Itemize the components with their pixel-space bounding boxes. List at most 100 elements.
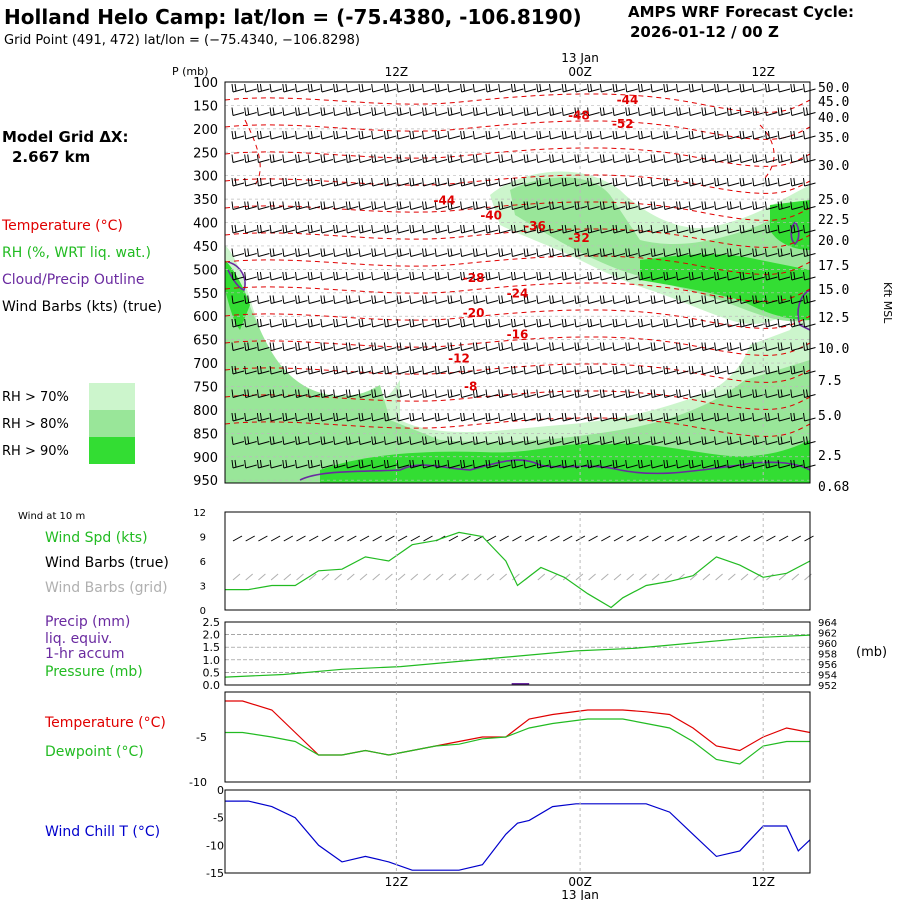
wind-barb-flag	[361, 271, 364, 280]
wind-barb-shaft	[639, 417, 651, 422]
wind-barb	[599, 83, 613, 93]
wind-barb-flag	[272, 201, 275, 209]
wind-barb-flag	[803, 436, 805, 445]
wind-barb	[574, 365, 588, 375]
wind-barb-flag	[615, 365, 618, 374]
wind-barb-flag	[523, 389, 526, 398]
wind-barb-flag	[536, 389, 539, 398]
wind-barb-flag	[333, 248, 336, 257]
wind-chill-label-text: Wind Chill T (°C)	[45, 824, 160, 840]
wind-barb-flag	[806, 248, 808, 256]
wind-barb-flag	[282, 295, 285, 304]
wind-barb-flag	[422, 107, 424, 116]
wind-barb	[434, 318, 448, 328]
wind-barb-flag	[333, 436, 336, 445]
precip-pressure-panel: Precip (mm)liq. equiv.1-hr accumPressure…	[45, 614, 887, 692]
wind-barb-flag	[460, 389, 463, 398]
wind-barb	[625, 177, 638, 187]
wind-barb	[561, 248, 575, 257]
wind-barb-shaft	[397, 135, 410, 140]
wind-barb	[536, 154, 549, 163]
wind-barb-shaft	[651, 135, 664, 140]
wind-barb-shaft	[601, 159, 613, 163]
wind-barb-flag	[295, 295, 297, 304]
wind-barb-shaft	[613, 276, 626, 281]
wind-barb	[726, 201, 740, 210]
wind-barb-flag	[374, 248, 377, 256]
wind-barb-shaft	[321, 441, 334, 445]
wind-barb-shaft	[601, 300, 613, 304]
wind-barb-flag	[244, 154, 247, 163]
wind-barb-shaft	[601, 182, 613, 187]
wind-barb-flag	[320, 271, 323, 281]
precip-tick-label: 2.5	[203, 616, 221, 629]
wind-barb	[396, 459, 410, 469]
wind-barb-shaft	[448, 206, 461, 210]
wind-barb-flag	[374, 436, 377, 444]
wind-barb-shaft	[334, 253, 346, 257]
wind-barb-flag	[803, 154, 805, 163]
wind-barb-flag	[320, 177, 323, 187]
wind-barb-flag	[790, 248, 793, 257]
wind-barb-flag	[767, 459, 770, 468]
wind-barb-flag	[599, 365, 602, 375]
wind-barb-flag	[460, 83, 463, 93]
wind-barb	[676, 389, 689, 398]
wind-barb	[523, 295, 537, 304]
grid-wind-barb	[258, 573, 266, 581]
wind-barb-flag	[714, 177, 717, 187]
wind-barb-shaft	[626, 276, 638, 281]
wind-barb-flag	[269, 459, 272, 469]
wind-barb-flag	[637, 271, 640, 281]
wind-barb-shaft	[232, 159, 245, 163]
wind-barb	[256, 177, 270, 187]
wind-barb	[663, 342, 676, 351]
wind-barb-shaft	[601, 464, 613, 469]
wind-barb-shaft	[524, 206, 537, 210]
wind-barb-shaft	[550, 417, 562, 422]
wind-barb-flag	[295, 342, 297, 351]
wind-barb	[269, 107, 283, 116]
wind-barb-flag	[691, 318, 694, 327]
wind-barb-shaft	[702, 394, 715, 398]
wind-barb-shaft	[702, 347, 715, 351]
wind-barb-flag	[409, 107, 412, 116]
wind-barb	[599, 318, 613, 328]
wind-barb-flag	[234, 83, 237, 92]
surface-wind-barb	[423, 535, 433, 542]
grid-wind-barb	[575, 573, 584, 581]
wind-barb-flag	[345, 130, 348, 140]
wind-barb-flag	[577, 107, 580, 115]
wind-barb-shaft	[563, 370, 575, 375]
wind-barb-flag	[549, 412, 551, 422]
temperature-label: -52	[612, 117, 634, 131]
wind-barb-shaft	[359, 417, 372, 422]
wind-barb-flag	[399, 295, 402, 303]
wind-barb-flag	[637, 459, 640, 469]
wind-barb-flag	[764, 201, 767, 210]
wind-barb	[612, 83, 626, 93]
wind-barb-flag	[637, 342, 640, 351]
wind-barb	[701, 271, 715, 281]
wind-barb-flag	[714, 154, 717, 163]
wind-barb-flag	[412, 271, 415, 280]
wind-barb	[663, 318, 676, 328]
wind-barb-shaft	[397, 417, 410, 422]
wind-barb-flag	[561, 154, 564, 163]
wind-barb-flag	[256, 248, 259, 257]
wind-barb-flag	[460, 177, 463, 187]
wind-barb-flag	[513, 83, 516, 92]
surface-wind-barb	[232, 535, 243, 542]
wind-barb-flag	[777, 342, 780, 351]
wind-barb	[345, 389, 359, 398]
wind-barb	[320, 365, 334, 375]
wind-barb-shaft	[512, 417, 524, 422]
wind-barb	[726, 271, 740, 281]
wind-barb-flag	[386, 224, 389, 233]
wind-barb	[739, 342, 753, 351]
wind-barb-flag	[383, 271, 386, 281]
wind-barb-shaft	[626, 464, 638, 469]
wind-barb	[637, 295, 651, 304]
wind-barb-flag	[361, 365, 364, 374]
